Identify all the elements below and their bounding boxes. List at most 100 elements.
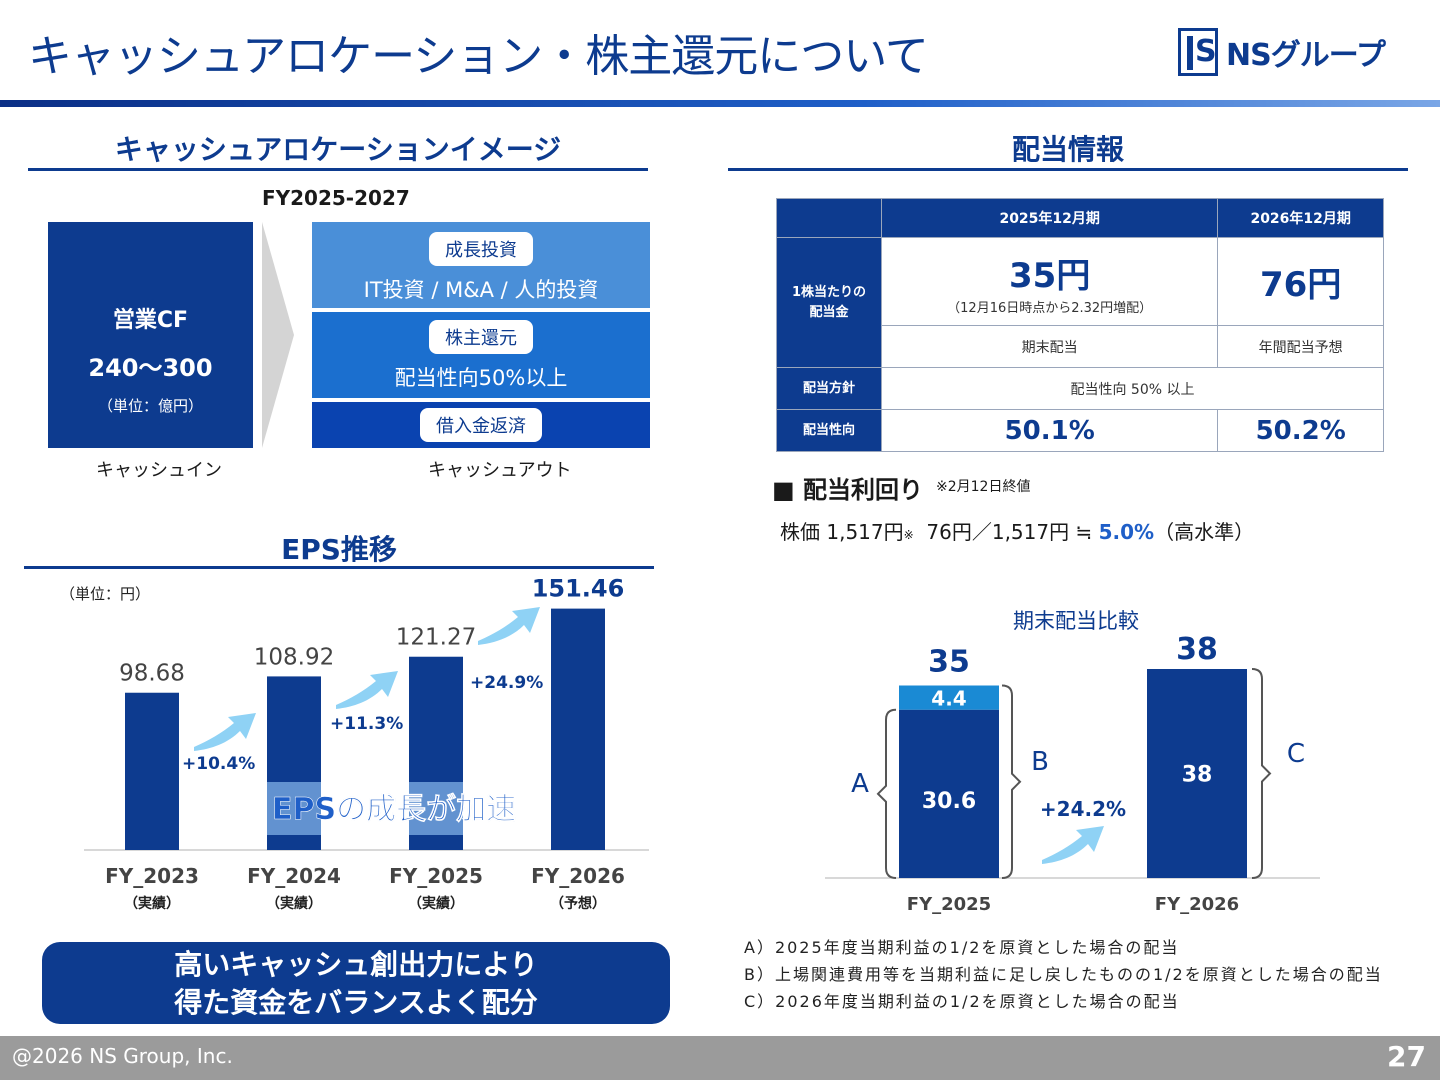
div-category-FY_2025: FY_2025 xyxy=(907,894,991,915)
copyright: @2026 NS Group, Inc. xyxy=(12,1044,233,1068)
note-a: A）2025年度当期利益の1/2を原資とした場合の配当 xyxy=(744,938,1180,957)
cash-in-box: 営業CF 240〜300 （単位：億円） xyxy=(48,222,253,448)
eps-growth-label: +24.9% xyxy=(470,673,543,693)
cash-out-return: 株主還元 配当性向50%以上 xyxy=(312,312,650,398)
cash-in-caption: キャッシュイン xyxy=(96,460,222,481)
div-bar-FY_2025-base xyxy=(899,709,999,878)
cash-allocation-heading: キャッシュアロケーションイメージ xyxy=(114,133,562,166)
growth-tag: 成長投資 xyxy=(429,232,533,266)
div-total-FY_2025: 35 xyxy=(928,645,970,680)
dps-2025-note: （12月16日時点から2.32円増配） xyxy=(947,300,1153,316)
div-segment-label: 38 xyxy=(1182,763,1213,788)
dividend-compare-chart: 期末配当比較 30.6 4.4 35 38 38 FY_2025 FY_2026 A B C +24.… xyxy=(825,609,1320,915)
eps-sublabel-FY_2025: （実績） xyxy=(408,895,464,912)
yield-calculation: 株価 1,517円※ 76円／1,517円 ≒ 5.0%（高水準） xyxy=(780,516,1254,545)
yield-formula: 76円／1,517円 ≒ xyxy=(913,520,1099,544)
arrow-right-icon xyxy=(262,222,294,448)
growth-arrow-icon xyxy=(336,671,398,709)
payout-2025: 50.1% xyxy=(880,409,1219,452)
cash-out-growth: 成長投資 IT投資 / M&A / 人的投資 xyxy=(312,222,650,308)
eps-value-FY_2024: 108.92 xyxy=(254,644,334,670)
logo-mark-icon: S xyxy=(1178,28,1218,76)
share-price: 株価 1,517円 xyxy=(780,520,904,544)
bracket-b xyxy=(1001,684,1022,879)
dps-2025: 35円 xyxy=(1009,255,1091,296)
note-c: C）2026年度当期利益の1/2を原資とした場合の配当 xyxy=(744,992,1180,1011)
eps-category-FY_2026: FY_2026 xyxy=(531,864,625,888)
cash-in-label: 営業CF xyxy=(112,308,189,333)
table-corner xyxy=(776,198,882,238)
yield-heading: ■ 配当利回り xyxy=(772,476,924,504)
dividend-heading: 配当情報 xyxy=(1011,133,1124,166)
repay-tag: 借入金返済 xyxy=(420,408,542,442)
cash-out-repay: 借入金返済 xyxy=(312,402,650,448)
yield-value: 5.0% xyxy=(1098,520,1155,544)
eps-chart: （単位：円） 98.68 FY_2023 （実績） 108.92 FY_2024 （実績） 1… xyxy=(60,575,649,912)
bracket-label-c: C xyxy=(1287,739,1305,769)
growth-arrow-icon xyxy=(194,713,256,751)
eps-value-FY_2026: 151.46 xyxy=(532,575,625,603)
cash-allocation-rule xyxy=(28,168,648,171)
page-number: 27 xyxy=(1387,1040,1426,1073)
eps-sublabel-FY_2024: （実績） xyxy=(266,895,322,912)
eps-sublabel-FY_2023: （実績） xyxy=(124,895,180,912)
return-detail: 配当性向50%以上 xyxy=(394,366,568,390)
bracket-label-a: A xyxy=(851,769,869,799)
type-2026: 年間配当予想 xyxy=(1217,325,1384,368)
policy-label: 配当方針 xyxy=(776,367,882,410)
div-category-FY_2026: FY_2026 xyxy=(1155,894,1239,915)
div-total-FY_2026: 38 xyxy=(1176,632,1218,667)
eps-highlight-box xyxy=(409,782,463,835)
cash-in-unit: （単位：億円） xyxy=(97,397,203,415)
title-underline xyxy=(0,100,1440,107)
eps-unit-label: （単位：円） xyxy=(60,585,150,603)
dps-label: 1株当たりの 配当金 xyxy=(776,237,882,368)
eps-heading: EPS推移 xyxy=(281,533,397,566)
div-segment-label: 4.4 xyxy=(931,687,966,711)
payout-2026: 50.2% xyxy=(1217,409,1384,452)
payout-label: 配当性向 xyxy=(776,409,882,452)
company-logo: S NSグループ xyxy=(1178,26,1418,78)
eps-category-FY_2025: FY_2025 xyxy=(389,864,483,888)
cash-out-caption: キャッシュアウト xyxy=(428,460,572,481)
banner-line-2: 得た資金をバランスよく配分 xyxy=(174,986,538,1019)
growth-arrow-icon xyxy=(478,607,540,645)
page-title: キャッシュアロケーション・株主還元について xyxy=(28,31,929,82)
div-bar-FY_2025-add xyxy=(899,685,999,710)
bracket-c xyxy=(1251,668,1272,879)
eps-category-FY_2024: FY_2024 xyxy=(247,864,341,888)
div-bar-FY_2026 xyxy=(1147,669,1247,878)
yield-suffix: （高水準） xyxy=(1154,520,1255,544)
footer: @2026 NS Group, Inc. 27 xyxy=(0,1036,1440,1080)
dps-2025-cell: 35円 （12月16日時点から2.32円増配） xyxy=(880,237,1219,326)
dividend-rule xyxy=(728,168,1408,171)
yield-note: ※2月12日終値 xyxy=(936,479,1031,495)
col-2026: 2026年12月期 xyxy=(1217,198,1384,238)
eps-bar-FY_2023 xyxy=(125,692,179,850)
eps-highlight-box xyxy=(267,782,321,835)
eps-bar-FY_2026 xyxy=(551,608,605,850)
bracket-label-b: B xyxy=(1031,747,1049,777)
summary-banner: 高いキャッシュ創出力により 得た資金をバランスよく配分 xyxy=(42,942,670,1024)
growth-arrow-icon xyxy=(1042,826,1104,864)
dividend-compare-title: 期末配当比較 xyxy=(1013,609,1139,633)
bracket-a xyxy=(876,708,897,879)
eps-value-FY_2025: 121.27 xyxy=(396,625,476,651)
period-label: FY2025-2027 xyxy=(262,186,410,210)
type-2025: 期末配当 xyxy=(880,325,1219,368)
eps-growth-highlight: EPSの成長が加速 xyxy=(272,792,516,827)
cash-in-amount: 240〜300 xyxy=(88,354,213,382)
eps-growth-label: +11.3% xyxy=(330,714,403,734)
growth-detail: IT投資 / M&A / 人的投資 xyxy=(363,278,599,302)
div-growth-label: +24.2% xyxy=(1040,797,1126,821)
notes: A）2025年度当期利益の1/2を原資とした場合の配当 B）上場関連費用等を当期… xyxy=(744,934,1383,1015)
share-price-mark: ※ xyxy=(903,528,914,542)
banner-line-1: 高いキャッシュ創出力により xyxy=(174,948,538,981)
eps-category-FY_2023: FY_2023 xyxy=(105,864,199,888)
div-segment-label: 30.6 xyxy=(922,789,976,814)
dividend-table: 2025年12月期 2026年12月期 1株当たりの 配当金 35円 （12月16… xyxy=(776,198,1384,452)
logo-text: NSグループ xyxy=(1226,38,1386,73)
eps-value-FY_2023: 98.68 xyxy=(119,661,185,687)
note-b: B）上場関連費用等を当期利益に足し戻したものの1/2を原資とした場合の配当 xyxy=(744,965,1383,984)
eps-growth-label: +10.4% xyxy=(182,754,255,774)
